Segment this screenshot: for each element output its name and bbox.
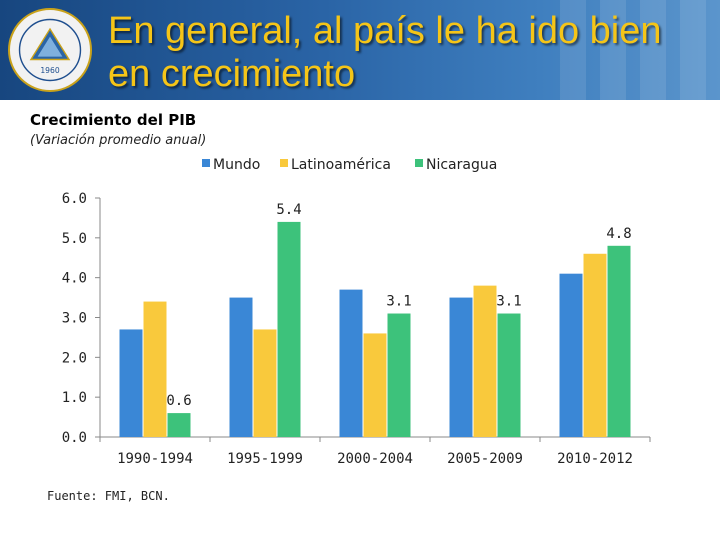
source-note: Fuente: FMI, BCN. <box>47 489 170 503</box>
slide-title-line1: En general, al país le ha ido bien <box>108 10 662 52</box>
data-label: 3.1 <box>496 294 521 310</box>
bar-nicaragua <box>277 221 301 437</box>
slide-title-line2: en crecimiento <box>108 53 356 95</box>
legend-swatch-nicaragua <box>415 159 423 167</box>
slide-header: 1960 En general, al país le ha ido bien … <box>0 0 720 100</box>
bar-mundo <box>449 297 473 437</box>
bar-latinoamérica <box>253 329 277 437</box>
bar-latinoamérica <box>473 285 497 437</box>
bar-mundo <box>119 329 143 437</box>
legend-label-mundo: Mundo <box>213 157 260 173</box>
x-tick-label: 2005-2009 <box>447 451 523 467</box>
bar-mundo <box>229 297 253 437</box>
data-label: 3.1 <box>386 294 411 310</box>
bar-mundo <box>339 289 363 437</box>
x-tick-label: 2010-2012 <box>557 451 633 467</box>
bar-nicaragua <box>607 245 631 437</box>
bar-nicaragua <box>167 413 191 437</box>
bar-latinoamérica <box>363 333 387 437</box>
y-tick-label: 0.0 <box>62 430 87 446</box>
y-tick-label: 3.0 <box>62 311 87 327</box>
bar-latinoamérica <box>583 253 607 437</box>
header-decoration <box>680 0 706 100</box>
x-tick-label: 2000-2004 <box>337 451 413 467</box>
x-tick-label: 1990-1994 <box>117 451 193 467</box>
slide-title: En general, al país le ha ido bien en cr… <box>108 10 708 96</box>
legend-label-nicaragua: Nicaragua <box>426 157 497 173</box>
chart-title: Crecimiento del PIB <box>30 111 197 129</box>
bcn-logo-emblem: 1960 <box>18 18 82 82</box>
data-label: 0.6 <box>166 393 191 409</box>
y-tick-label: 1.0 <box>62 390 87 406</box>
x-tick-label: 1995-1999 <box>227 451 303 467</box>
y-tick-label: 4.0 <box>62 271 87 287</box>
bar-latinoamérica <box>143 301 167 437</box>
bcn-logo: 1960 <box>8 8 92 92</box>
y-tick-label: 2.0 <box>62 350 87 366</box>
data-label: 5.4 <box>276 202 301 218</box>
y-tick-label: 5.0 <box>62 231 87 247</box>
header-decoration <box>600 0 626 100</box>
gdp-bar-chart: 0.0 1.0 2.0 3.0 4.0 5.0 6.0 1990-1994 1995-1999 2… <box>62 157 651 467</box>
data-label: 4.8 <box>606 226 631 242</box>
chart-legend: Mundo Latinoamérica Nicaragua <box>202 157 497 173</box>
logo-year: 1960 <box>40 66 60 75</box>
chart-subtitle: (Variación promedio anual) <box>30 133 207 148</box>
legend-swatch-mundo <box>202 159 210 167</box>
legend-swatch-latinoamérica <box>280 159 288 167</box>
bar-nicaragua <box>387 313 411 437</box>
header-decoration <box>640 0 666 100</box>
bar-mundo <box>559 273 583 437</box>
bar-nicaragua <box>497 313 521 437</box>
header-decoration <box>560 0 586 100</box>
y-tick-label: 6.0 <box>62 191 87 207</box>
legend-label-latinoamérica: Latinoamérica <box>291 157 391 173</box>
